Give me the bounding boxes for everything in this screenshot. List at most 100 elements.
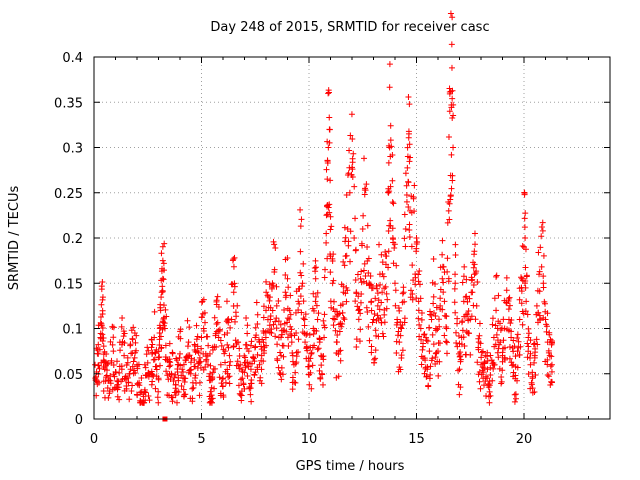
data-point bbox=[497, 339, 504, 346]
data-point bbox=[510, 369, 517, 376]
data-point bbox=[361, 155, 368, 162]
data-point bbox=[198, 334, 205, 341]
data-point bbox=[539, 219, 546, 226]
data-point bbox=[432, 327, 439, 334]
data-point bbox=[326, 114, 333, 121]
data-point bbox=[258, 380, 265, 387]
data-point bbox=[172, 381, 179, 388]
data-point bbox=[224, 341, 231, 348]
data-point bbox=[446, 200, 453, 207]
data-point bbox=[133, 332, 140, 339]
data-point bbox=[306, 371, 313, 378]
data-point bbox=[387, 183, 394, 190]
data-point bbox=[430, 300, 437, 307]
data-point bbox=[426, 348, 433, 355]
data-point bbox=[310, 331, 317, 338]
data-point bbox=[548, 368, 555, 375]
data-point bbox=[449, 95, 456, 102]
data-point bbox=[405, 94, 412, 101]
data-point bbox=[179, 366, 186, 373]
data-point bbox=[497, 320, 504, 327]
data-point bbox=[252, 343, 259, 350]
data-point bbox=[400, 289, 407, 296]
data-point bbox=[154, 394, 161, 401]
data-point bbox=[238, 397, 245, 404]
data-point bbox=[464, 298, 471, 305]
data-point bbox=[521, 189, 528, 196]
data-point bbox=[226, 362, 233, 369]
data-point bbox=[374, 312, 381, 319]
data-point bbox=[291, 379, 298, 386]
data-point bbox=[284, 334, 291, 341]
data-point bbox=[132, 369, 139, 376]
data-point bbox=[510, 337, 517, 344]
data-point bbox=[327, 298, 334, 305]
data-point bbox=[382, 261, 389, 268]
data-point bbox=[329, 257, 336, 264]
data-point bbox=[299, 283, 306, 290]
data-point bbox=[166, 356, 173, 363]
data-point bbox=[387, 122, 394, 129]
data-point bbox=[349, 166, 356, 173]
data-point bbox=[149, 341, 156, 348]
data-point bbox=[407, 287, 414, 294]
data-point bbox=[197, 358, 204, 365]
data-point bbox=[373, 283, 380, 290]
data-point bbox=[448, 151, 455, 158]
data-point bbox=[403, 191, 410, 198]
data-point bbox=[162, 354, 169, 361]
data-point bbox=[389, 177, 396, 184]
data-point bbox=[246, 385, 253, 392]
y-tick-label: 0.3 bbox=[62, 142, 83, 157]
data-point bbox=[209, 369, 216, 376]
data-point bbox=[198, 314, 205, 321]
data-point bbox=[100, 335, 107, 342]
data-point bbox=[540, 284, 547, 291]
data-point bbox=[444, 268, 451, 275]
data-point bbox=[417, 295, 424, 302]
data-point bbox=[462, 294, 469, 301]
data-point bbox=[273, 325, 280, 332]
data-point bbox=[104, 367, 111, 374]
data-point bbox=[312, 268, 319, 275]
data-point bbox=[96, 365, 103, 372]
data-point bbox=[131, 354, 138, 361]
data-point bbox=[391, 241, 398, 248]
data-point bbox=[386, 84, 393, 91]
data-point bbox=[405, 204, 412, 211]
data-point bbox=[130, 324, 137, 331]
data-point bbox=[411, 208, 418, 215]
data-point bbox=[498, 380, 505, 387]
data-point bbox=[475, 344, 482, 351]
data-point bbox=[187, 359, 194, 366]
data-point bbox=[160, 276, 167, 283]
data-point bbox=[248, 338, 255, 345]
data-point bbox=[250, 353, 257, 360]
data-points bbox=[92, 10, 555, 422]
data-point bbox=[213, 320, 220, 327]
data-point bbox=[181, 379, 188, 386]
data-point bbox=[192, 363, 199, 370]
data-point bbox=[470, 264, 477, 271]
data-point bbox=[512, 353, 519, 360]
data-point bbox=[443, 325, 450, 332]
data-point bbox=[362, 185, 369, 192]
data-point bbox=[349, 155, 356, 162]
data-point bbox=[341, 262, 348, 269]
data-point bbox=[159, 288, 166, 295]
data-point bbox=[452, 309, 459, 316]
data-point bbox=[237, 391, 244, 398]
data-point bbox=[355, 306, 362, 313]
data-point bbox=[522, 284, 529, 291]
data-point bbox=[231, 283, 238, 290]
data-point bbox=[498, 373, 505, 380]
data-point bbox=[436, 316, 443, 323]
data-point bbox=[292, 369, 299, 376]
data-point bbox=[158, 250, 165, 257]
data-point bbox=[181, 391, 188, 398]
data-point bbox=[367, 272, 374, 279]
data-point bbox=[538, 263, 545, 270]
data-point bbox=[409, 296, 416, 303]
data-point bbox=[288, 326, 295, 333]
data-point bbox=[304, 347, 311, 354]
